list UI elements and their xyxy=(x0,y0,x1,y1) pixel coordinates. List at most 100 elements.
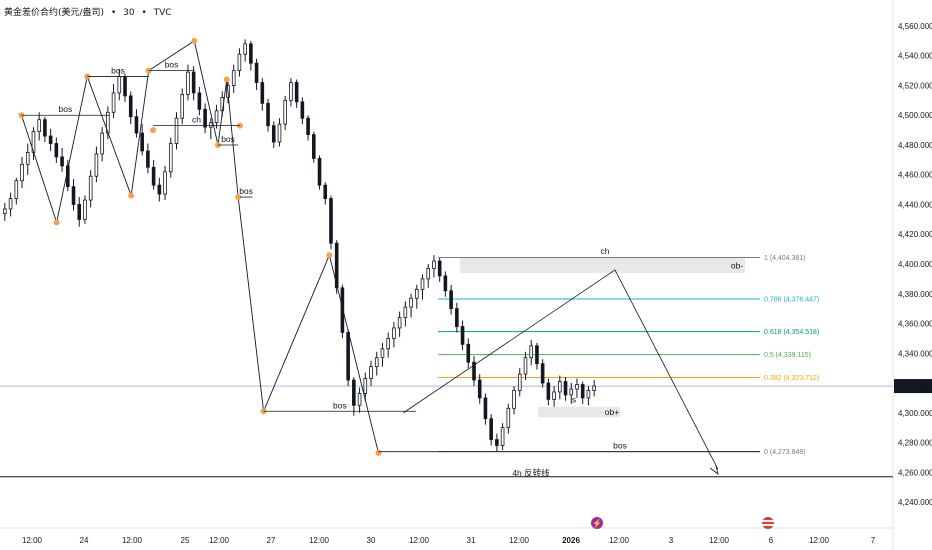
candle-body xyxy=(380,348,385,359)
candle-body xyxy=(500,427,505,446)
candle-body xyxy=(146,150,150,168)
candle-body xyxy=(209,122,213,128)
candle-body xyxy=(289,82,293,101)
pivot-point xyxy=(128,192,135,199)
source-label: TVC xyxy=(153,8,172,18)
candle-body xyxy=(432,260,436,269)
y-tick-label: 4,340.000 xyxy=(898,349,932,358)
y-tick-label: 4,400.000 xyxy=(898,260,932,269)
candle-body xyxy=(294,82,299,103)
pivot-point xyxy=(326,252,333,259)
bos-2-label: bos xyxy=(111,66,125,76)
pivot-point xyxy=(53,219,60,226)
title-separator: • xyxy=(110,8,117,18)
flag-stripe xyxy=(762,524,774,526)
candle-body xyxy=(25,152,30,165)
y-tick-label: 4,520.000 xyxy=(898,81,932,90)
fib-level-label: 0.382 (4,323.712) xyxy=(764,375,819,382)
x-tick-label: 12:00 xyxy=(509,536,530,545)
projection-path xyxy=(403,269,719,470)
order-block-minus xyxy=(460,257,745,273)
candle-body xyxy=(88,175,93,201)
candle-body xyxy=(535,345,539,365)
symbol-name: 黄金差价合约(美元/盎司) xyxy=(4,8,105,18)
candle-body xyxy=(506,407,511,429)
x-tick-label: 31 xyxy=(467,536,476,545)
x-tick-label: 2026 xyxy=(562,536,580,545)
bos-7-label: bos xyxy=(613,441,627,451)
lightning-glyph: ⚡ xyxy=(592,518,602,528)
candle-body xyxy=(558,381,562,393)
candle-body xyxy=(83,199,87,220)
candle-body xyxy=(203,108,207,128)
candle-body xyxy=(546,382,551,400)
candle-body xyxy=(186,71,190,95)
candle-body xyxy=(323,184,328,199)
interval-label: 30 xyxy=(123,8,135,18)
candle-body xyxy=(403,306,408,318)
flag-stripe xyxy=(762,520,774,522)
bos-5-label: bos xyxy=(239,186,253,196)
fib-level-label: 0.786 (4,376.447) xyxy=(764,297,819,304)
bos-6-label: bos xyxy=(333,400,347,410)
candle-body xyxy=(449,290,453,310)
ob-plus-label: ob+ xyxy=(605,407,619,417)
candle-body xyxy=(140,132,144,152)
candle-body xyxy=(128,95,133,118)
candle-body xyxy=(117,76,122,94)
y-tick-label: 4,460.000 xyxy=(898,171,932,180)
y-tick-label: 4,360.000 xyxy=(898,320,932,329)
y-tick-label: 4,560.000 xyxy=(898,22,932,31)
candle-body xyxy=(580,384,585,399)
candle-body xyxy=(495,439,499,446)
candle-body xyxy=(3,208,7,214)
candle-body xyxy=(592,385,596,391)
candle-body xyxy=(363,378,368,394)
candle-body xyxy=(271,125,276,143)
current-price-tag xyxy=(894,379,932,394)
candle-body xyxy=(563,381,568,396)
candle-body xyxy=(455,308,459,327)
bos-1-label: bos xyxy=(59,104,73,114)
candle-body xyxy=(443,275,448,292)
candle-body xyxy=(237,53,242,72)
candle-body xyxy=(460,326,465,345)
candle-body xyxy=(529,345,534,359)
y-tick-label: 4,500.000 xyxy=(898,111,932,120)
candle-body xyxy=(466,343,471,363)
candle-body xyxy=(37,119,41,132)
candle-body xyxy=(168,143,173,173)
y-tick-label: 4,300.000 xyxy=(898,409,932,418)
us-flag-event-icon[interactable] xyxy=(762,517,774,529)
lightning-event-icon[interactable] xyxy=(591,517,603,529)
candle-body xyxy=(312,134,316,159)
candle-body xyxy=(517,373,522,391)
candle-body xyxy=(346,332,350,381)
ch-2-label: ch xyxy=(601,246,610,256)
candle-body xyxy=(483,397,488,420)
candle-body xyxy=(111,92,116,113)
candle-body xyxy=(397,317,402,329)
candle-body xyxy=(414,288,419,299)
candle-body xyxy=(43,119,47,137)
candle-body xyxy=(123,76,127,97)
candle-body xyxy=(197,92,202,110)
candle-body xyxy=(437,260,442,277)
pivot-point xyxy=(150,127,157,134)
candle-body xyxy=(48,135,53,144)
candle-body xyxy=(357,393,362,406)
candle-body xyxy=(386,337,390,350)
candle-body xyxy=(472,361,476,381)
candle-body xyxy=(231,70,236,86)
candle-body xyxy=(317,157,322,186)
candle-body xyxy=(392,327,396,339)
candle-body xyxy=(163,171,167,195)
x-tick-label: 12:00 xyxy=(809,536,830,545)
current-price-label: 4,317.949 xyxy=(896,382,932,391)
fib-level-label: 0.618 (4,354.518) xyxy=(764,329,819,336)
pivot-point xyxy=(375,449,382,456)
candle-body xyxy=(277,123,282,143)
candle-body xyxy=(283,99,287,125)
candle-body xyxy=(552,391,556,400)
